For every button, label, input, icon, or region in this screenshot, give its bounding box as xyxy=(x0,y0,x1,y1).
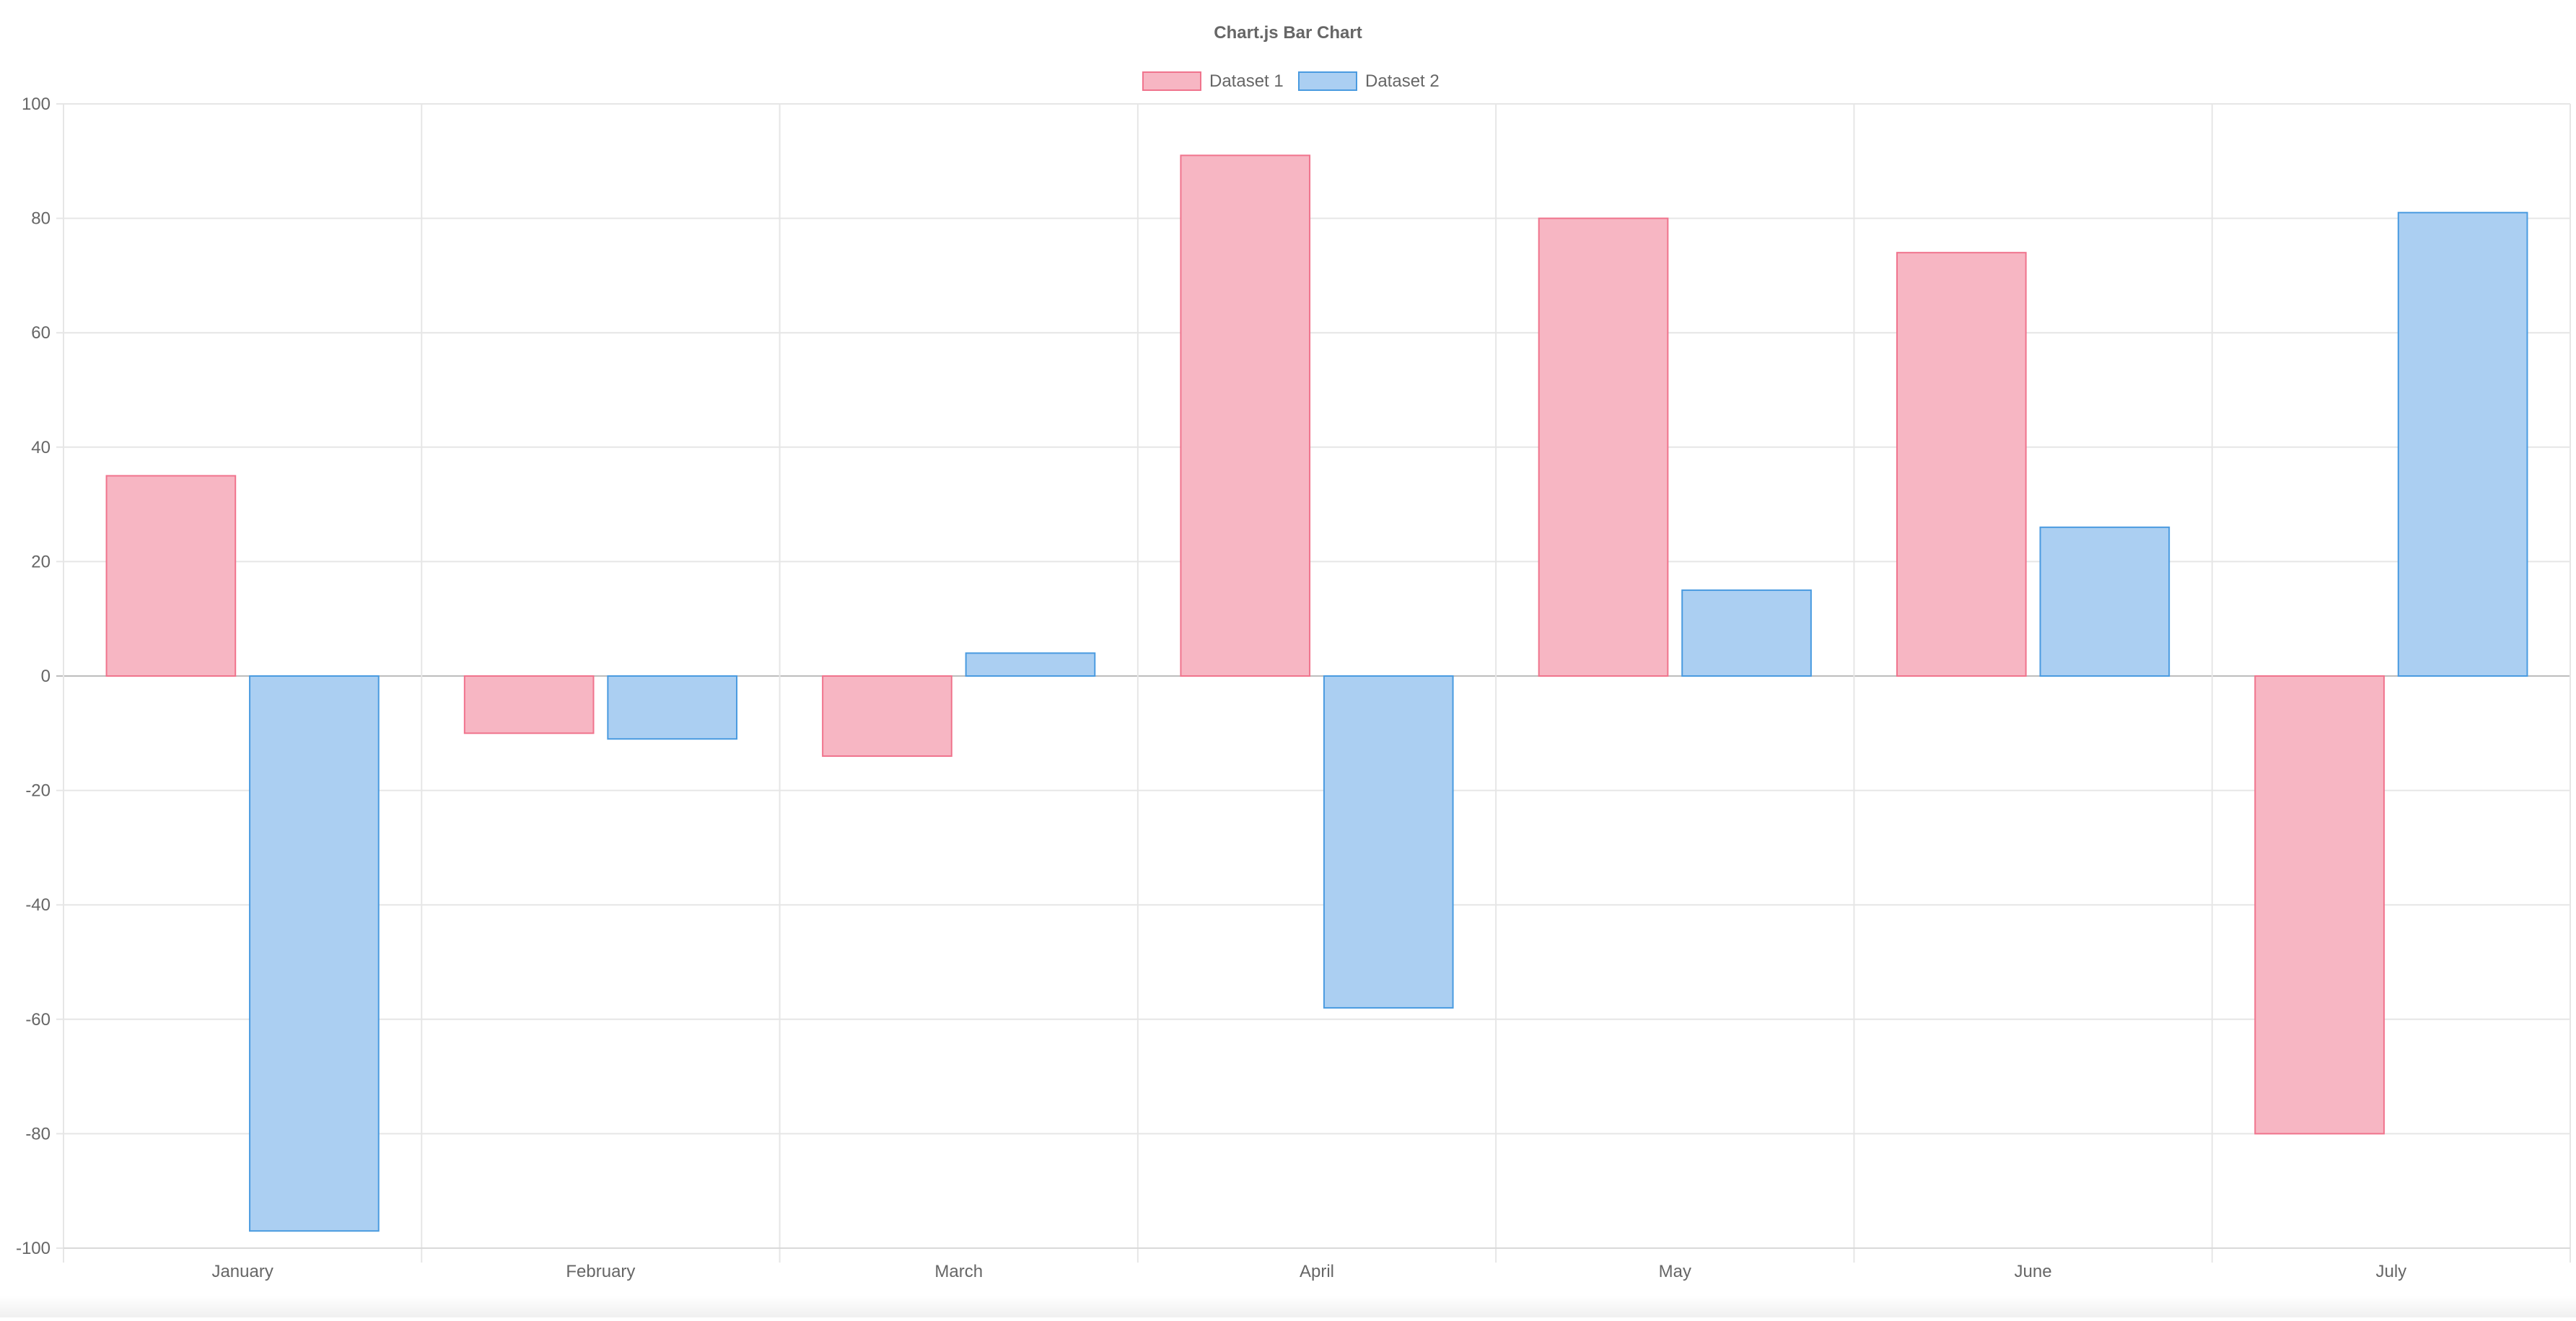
legend-item-dataset-1[interactable]: Dataset 1 xyxy=(1142,71,1284,91)
y-tick-label: -80 xyxy=(25,1124,51,1144)
bar-dataset-1-march xyxy=(822,675,952,758)
x-axis-ticks: January February March April May June July xyxy=(211,1262,2406,1281)
legend-swatch-dataset-1 xyxy=(1142,71,1201,91)
y-tick-label: -40 xyxy=(25,895,51,915)
chart-title: Chart.js Bar Chart xyxy=(1214,23,1362,43)
y-tick-label: 80 xyxy=(31,209,51,229)
bar-dataset-1-february xyxy=(463,675,595,734)
legend-label-dataset-1: Dataset 1 xyxy=(1209,71,1284,91)
x-tick-label: April xyxy=(1300,1262,1334,1281)
legend-item-dataset-2[interactable]: Dataset 2 xyxy=(1298,71,1440,91)
y-axis-ticks: -100 -80 -60 -40 -20 0 20 40 60 80 100 xyxy=(16,95,51,1258)
x-tick-label: March xyxy=(934,1262,983,1281)
bar-dataset-1-july xyxy=(2254,675,2385,1135)
x-tick-label: January xyxy=(211,1262,273,1281)
bar-dataset-2-june xyxy=(2039,526,2170,677)
y-tick-label: 100 xyxy=(22,95,51,114)
bar-dataset-2-july xyxy=(2397,211,2528,677)
bar-dataset-1-june xyxy=(1896,252,2027,677)
y-tick-label: 40 xyxy=(31,438,51,457)
legend: Dataset 1 Dataset 2 xyxy=(1142,71,1440,91)
bar-dataset-2-april xyxy=(1323,675,1454,1009)
y-tick-label: 20 xyxy=(31,552,51,571)
x-tick-label: July xyxy=(2376,1262,2407,1281)
bar-dataset-2-january xyxy=(249,675,380,1232)
legend-label-dataset-2: Dataset 2 xyxy=(1365,71,1440,91)
x-tick-label: May xyxy=(1659,1262,1691,1281)
grid xyxy=(56,103,2571,1263)
legend-swatch-dataset-2 xyxy=(1298,71,1357,91)
bar-dataset-2-february xyxy=(607,675,738,740)
y-tick-label: 0 xyxy=(41,667,51,686)
bottom-shadow xyxy=(0,1296,2576,1317)
bar-dataset-2-march xyxy=(965,652,1096,677)
bar-dataset-1-january xyxy=(105,475,237,677)
x-tick-label: June xyxy=(2015,1262,2052,1281)
bars xyxy=(105,154,2528,1232)
bar-dataset-1-may xyxy=(1538,217,1669,677)
y-tick-label: -60 xyxy=(25,1010,51,1030)
y-tick-label: -20 xyxy=(25,781,51,801)
y-tick-label: 60 xyxy=(31,323,51,343)
y-tick-label: -100 xyxy=(16,1239,51,1258)
bar-dataset-2-may xyxy=(1681,589,1812,677)
x-tick-label: February xyxy=(566,1262,635,1281)
bar-dataset-1-april xyxy=(1180,154,1311,677)
